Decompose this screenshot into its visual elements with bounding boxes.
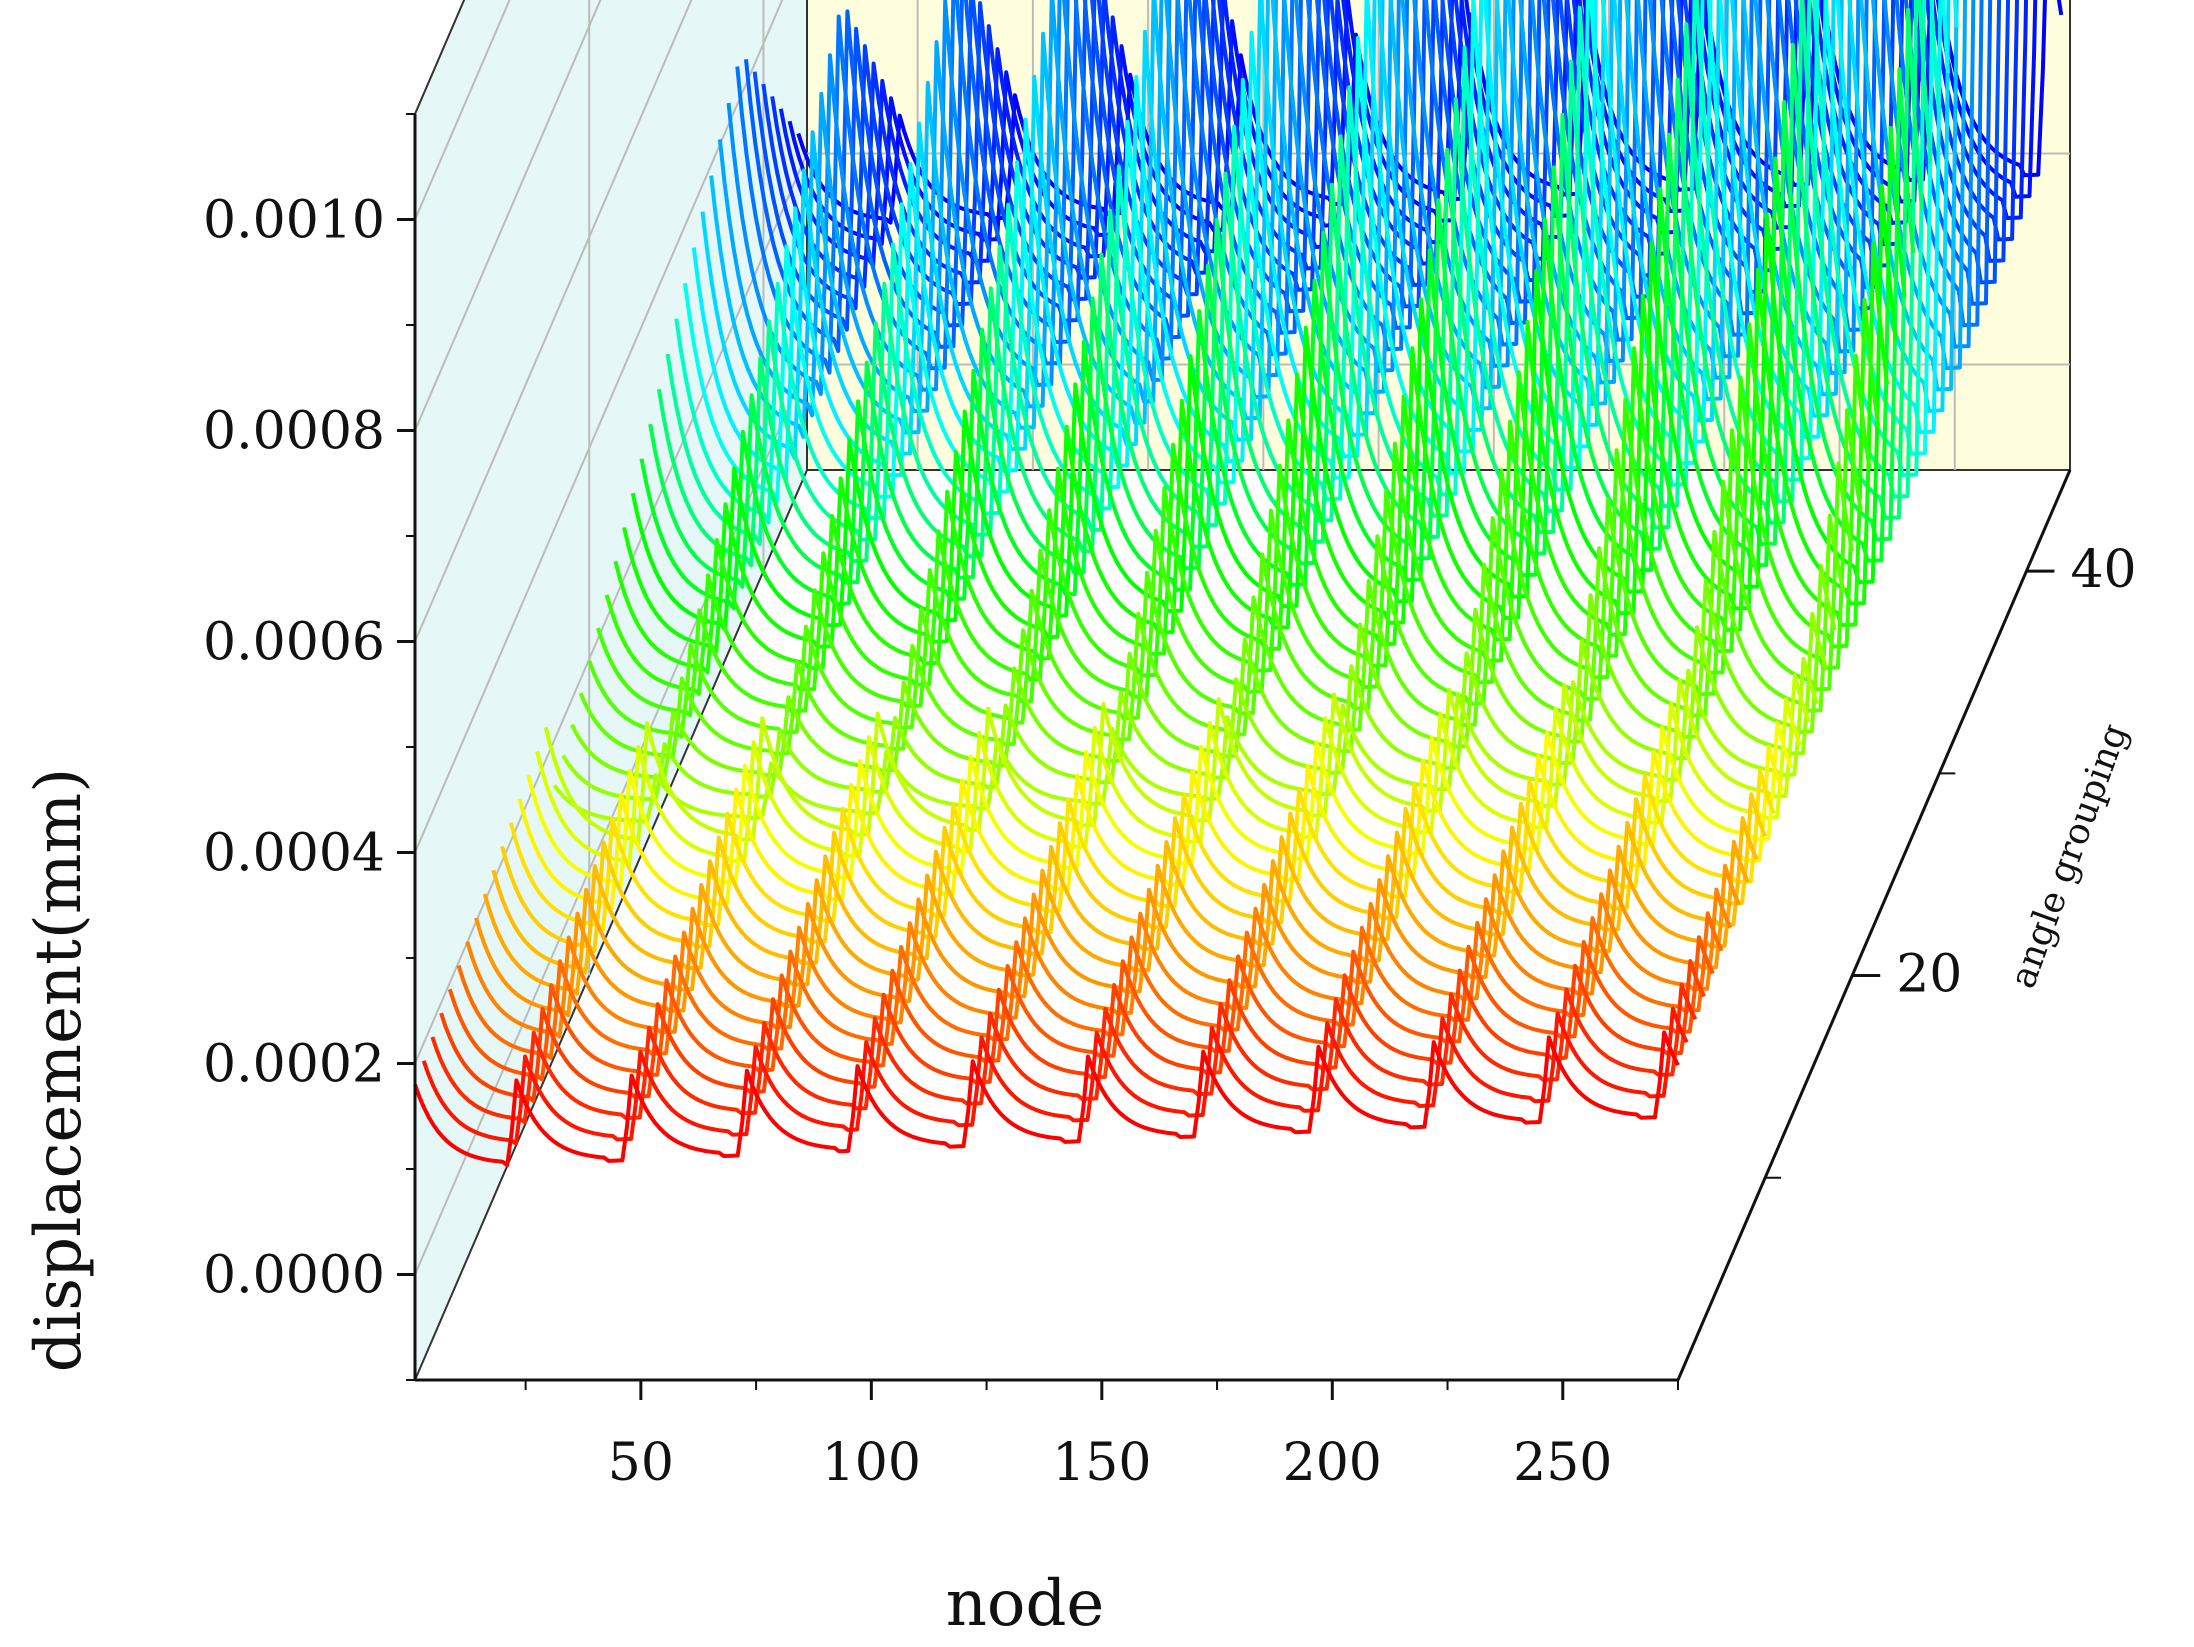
series-line	[465, 887, 1733, 1039]
x-axis-title: node	[946, 1567, 1105, 1641]
x-tick-label: 250	[1513, 1433, 1612, 1493]
z-tick-label: 0.0000	[203, 1246, 385, 1306]
series-line	[413, 1030, 1680, 1168]
z-tick-label: 0.0010	[203, 191, 385, 251]
series-line	[447, 935, 1715, 1082]
z-tick-label: 0.0002	[203, 1035, 385, 1095]
z-tick-label: 0.0004	[203, 824, 385, 884]
series-line	[456, 911, 1724, 1060]
x-tick-label: 50	[608, 1433, 674, 1493]
series-line	[656, 7, 1924, 568]
series-line	[430, 982, 1698, 1125]
series-line	[421, 1006, 1689, 1146]
y-axis-title: angle grouping	[2002, 719, 2136, 994]
y-tick-label: 20	[1896, 945, 1962, 1005]
z-tick-label: 0.0006	[203, 613, 385, 673]
x-tick-label: 150	[1052, 1433, 1151, 1493]
z-axis-title: displacement(mm)	[22, 768, 96, 1372]
y-axis-line	[1676, 469, 2072, 1381]
side-wall	[414, 0, 808, 1381]
series-line	[596, 408, 1863, 718]
x-tick-label: 100	[822, 1433, 921, 1493]
series-line	[639, 126, 1907, 611]
x-tick-label: 200	[1283, 1433, 1382, 1493]
gridline	[414, 0, 693, 642]
gridline	[414, 0, 602, 431]
gridline	[414, 0, 784, 853]
series-line	[439, 959, 1706, 1103]
series-group	[413, 0, 2064, 1168]
series-line	[604, 353, 1872, 696]
z-tick-label: 0.0008	[203, 402, 385, 462]
y-tick-label: 40	[2070, 540, 2136, 600]
series-line	[648, 67, 1916, 589]
series-line	[630, 184, 1898, 632]
